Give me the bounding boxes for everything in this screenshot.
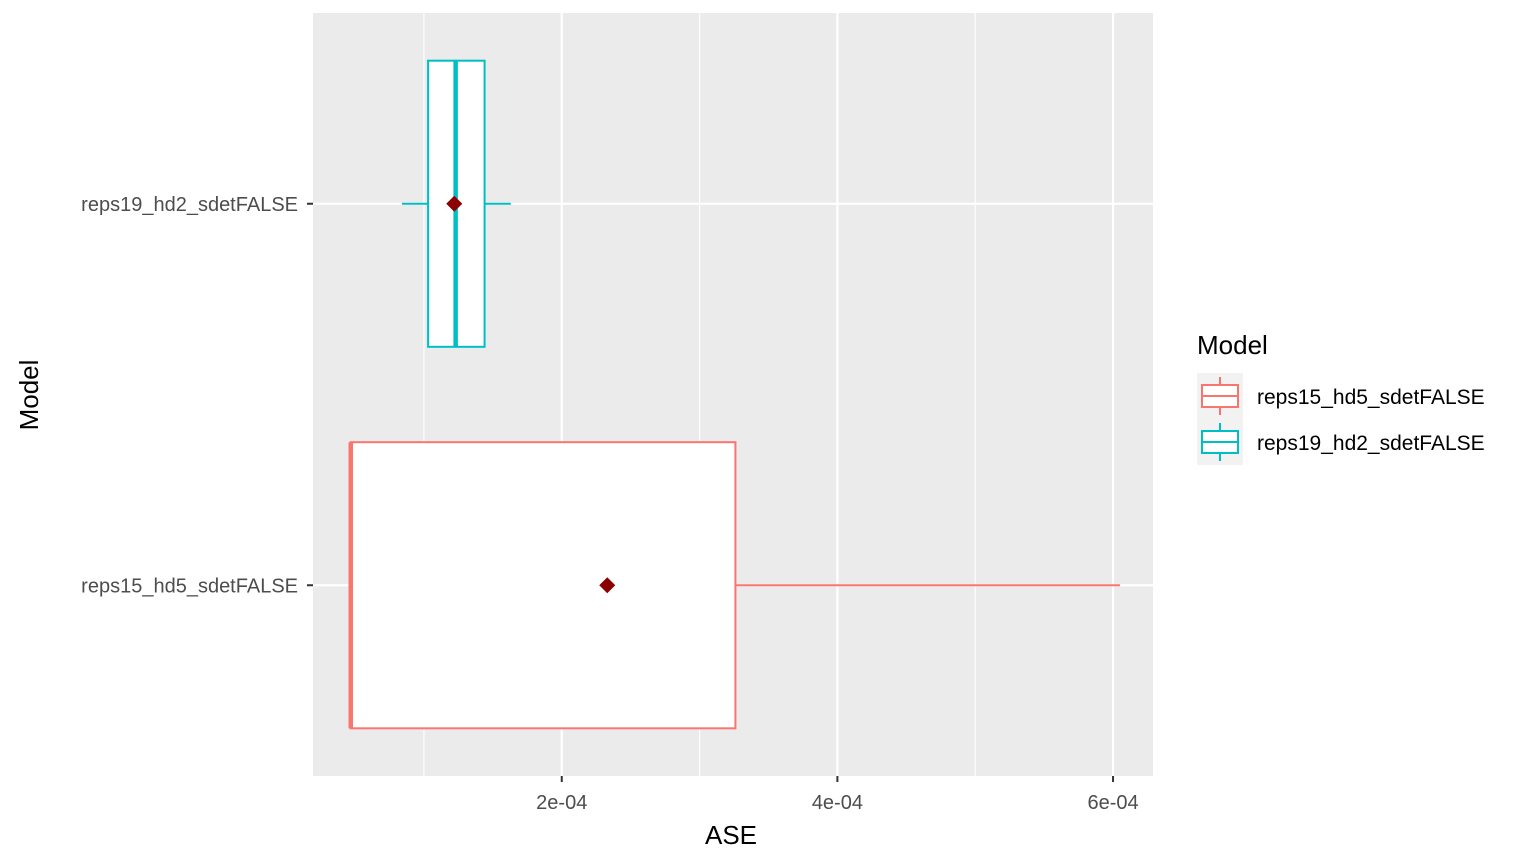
legend-label: reps15_hd5_sdetFALSE: [1257, 386, 1485, 409]
legend-keys: reps15_hd5_sdetFALSE reps19_hd2_sdetFALSE: [1197, 373, 1485, 465]
legend-entry: reps19_hd2_sdetFALSE: [1197, 419, 1485, 465]
x-tick-label: 4e-04: [812, 792, 863, 814]
y-tick-label: reps19_hd2_sdetFALSE: [81, 194, 298, 216]
x-tick-label: 6e-04: [1087, 792, 1138, 814]
legend: Model reps15_hd5_sdetFALSE reps19_hd2_sde…: [1197, 330, 1485, 465]
box-reps19_hd2_sdetFALSE: [401, 59, 511, 348]
x-axis-title: ASE: [705, 820, 757, 850]
x-axis: 2e-04 4e-04 6e-04: [536, 776, 1139, 814]
box-iqr: [349, 441, 737, 730]
legend-label: reps19_hd2_sdetFALSE: [1257, 432, 1485, 455]
y-axis: reps15_hd5_sdetFALSE reps19_hd2_sdetFALSE: [81, 194, 313, 597]
legend-title: Model: [1197, 330, 1268, 360]
box-reps15_hd5_sdetFALSE: [348, 441, 1120, 730]
y-tick-label: reps15_hd5_sdetFALSE: [81, 575, 298, 597]
y-axis-title: Model: [14, 360, 44, 431]
mean-marker: [446, 195, 463, 212]
legend-entry: reps15_hd5_sdetFALSE: [1197, 373, 1485, 419]
mean-marker: [599, 577, 616, 594]
boxes-layer: [348, 59, 1120, 730]
x-tick-label: 2e-04: [536, 792, 587, 814]
